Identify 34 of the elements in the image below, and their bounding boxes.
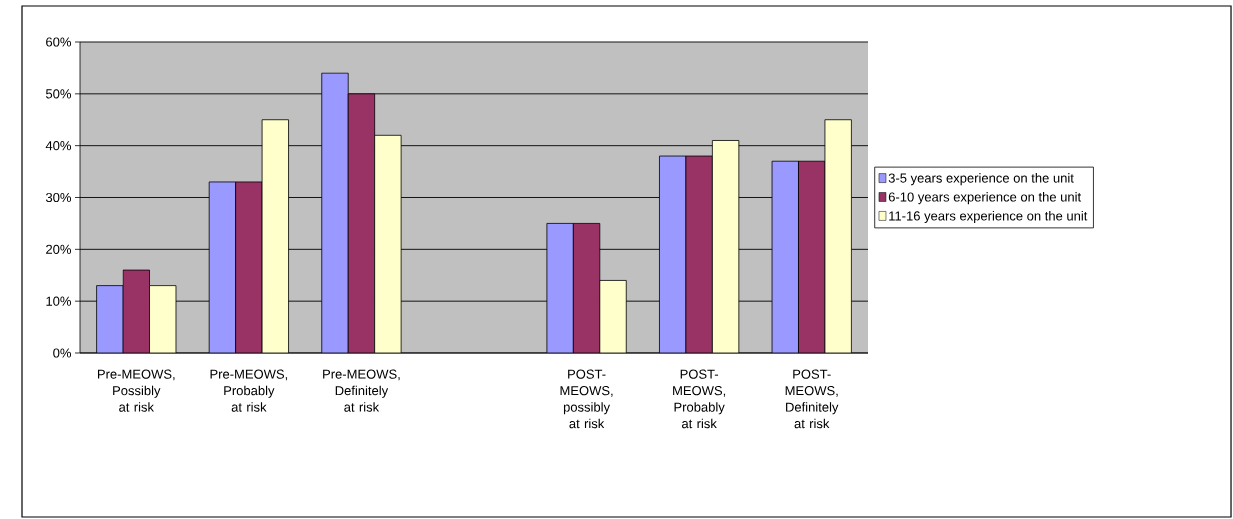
legend-label: 11-16 years experience on the unit [889,210,1088,224]
x-tick-label: Pre-MEOWS, Possibly at risk [97,369,175,412]
bar [149,285,177,353]
bar [261,119,289,353]
bar [208,181,237,353]
x-tick-label: POST-MEOWS, Definitely at risk [785,369,839,429]
bar [235,181,263,353]
y-tick-label: 60% [46,37,72,47]
bar [122,269,150,353]
y-tick-label: 50% [45,89,72,99]
bar [659,155,687,353]
x-tick-label: POST-MEOWS, Probably at risk [673,369,726,429]
x-tick-label: Pre-MEOWS, Probably at risk [210,369,288,412]
bar [374,134,402,353]
y-tick-label: 40% [45,141,72,151]
bar [347,93,376,353]
bar [321,72,349,353]
x-tick-label: POST-MEOWS, possibly at risk [560,369,613,429]
bar [824,119,852,353]
x-tick-label: Pre-MEOWS, Definitely at risk [323,369,400,412]
bar [546,223,574,353]
y-tick-label: 0% [53,348,72,358]
legend-label: 6-10 years experience on the unit [888,192,1082,205]
bar [685,155,713,353]
y-tick-label: 10% [46,296,72,306]
bar [771,160,799,353]
bar [599,280,627,353]
bar [572,223,601,353]
bar [711,140,740,353]
bar [798,160,826,353]
legend-label: 3-5 years experience on the unit [888,173,1074,186]
y-tick-label: 20% [46,244,72,254]
bar [96,285,124,353]
y-tick-label: 30% [45,192,72,203]
